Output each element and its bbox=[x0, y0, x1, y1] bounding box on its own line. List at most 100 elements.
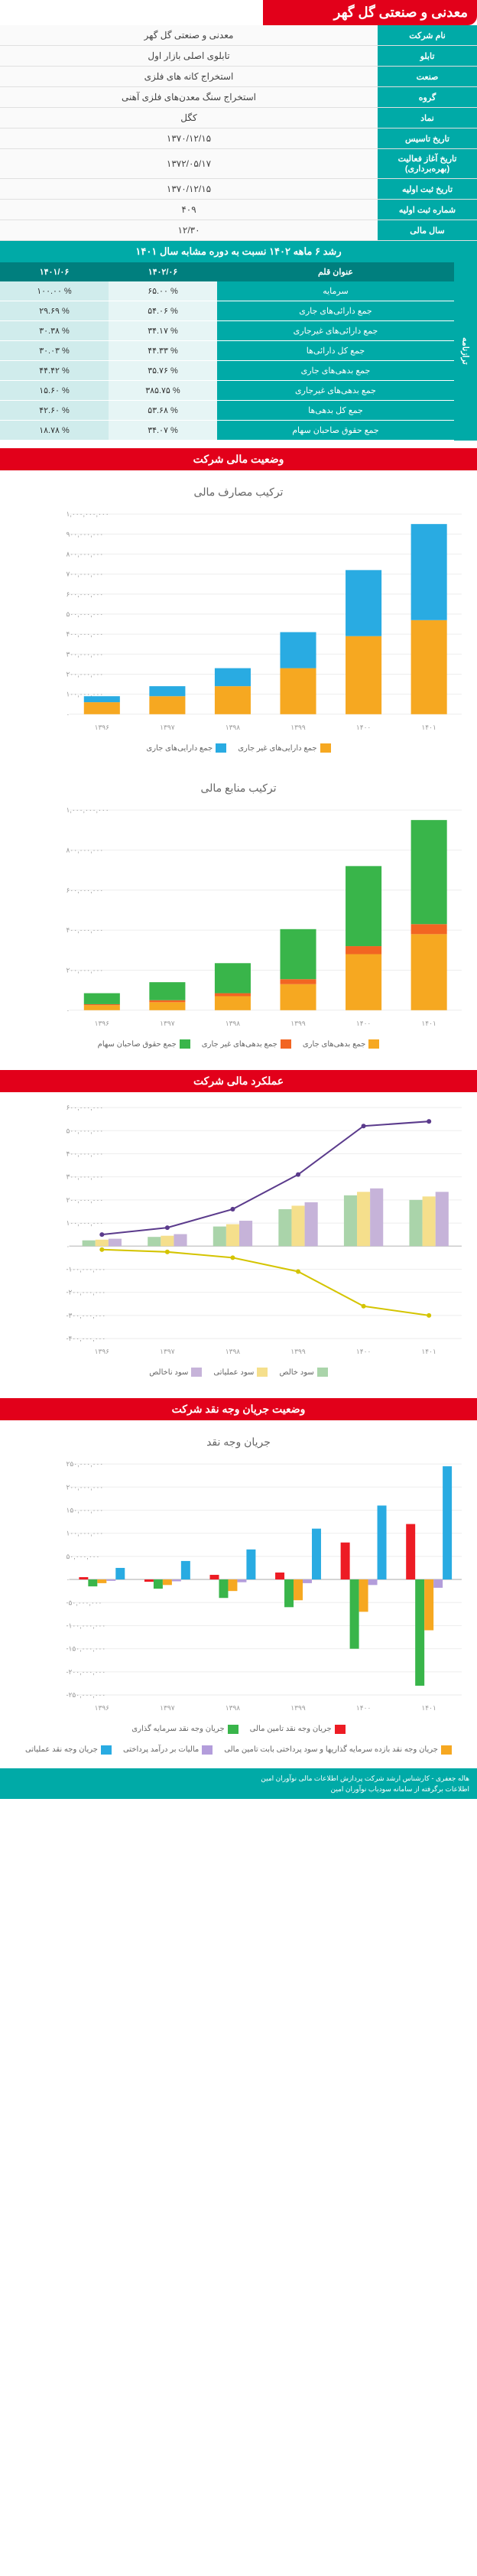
svg-text:۱۳۹۷: ۱۳۹۷ bbox=[160, 1020, 175, 1027]
legend-item: سود ناخالص bbox=[149, 1368, 202, 1377]
svg-text:۲۰۰,۰۰۰,۰۰۰-: ۲۰۰,۰۰۰,۰۰۰- bbox=[67, 1289, 106, 1296]
legend-item: جریان وجه نقد عملیاتی bbox=[25, 1745, 112, 1755]
svg-text:۲۰۰,۰۰۰,۰۰۰: ۲۰۰,۰۰۰,۰۰۰ bbox=[67, 670, 104, 678]
info-label: شماره ثبت اولیه bbox=[378, 200, 477, 220]
legend-label: جریان وجه نقد عملیاتی bbox=[25, 1745, 98, 1754]
legend-swatch bbox=[281, 1039, 291, 1049]
legend-label: جمع دارایی‌های جاری bbox=[146, 744, 213, 753]
svg-text:۱۵۰,۰۰۰,۰۰۰-: ۱۵۰,۰۰۰,۰۰۰- bbox=[67, 1645, 106, 1653]
info-value: ۱۳۷۰/۱۲/۱۵ bbox=[0, 179, 378, 200]
svg-text:۳۰۰,۰۰۰,۰۰۰: ۳۰۰,۰۰۰,۰۰۰ bbox=[67, 1173, 104, 1181]
info-label: تاریخ تاسیس bbox=[378, 128, 477, 149]
legend-swatch bbox=[441, 1745, 452, 1755]
info-value: ۱۳۷۰/۱۲/۱۵ bbox=[0, 128, 378, 149]
growth-row-label: جمع کل دارائی‌ها bbox=[217, 341, 454, 361]
svg-text:۱۳۹۸: ۱۳۹۸ bbox=[226, 1348, 241, 1355]
svg-text:۵۰,۰۰۰,۰۰۰-: ۵۰,۰۰۰,۰۰۰- bbox=[67, 1599, 102, 1607]
legend-label: سود ناخالص bbox=[149, 1368, 188, 1377]
section-header-cashflow: وضعیت جریان وجه نقد شرکت bbox=[0, 1398, 477, 1420]
chart4-legend: جریان وجه نقد تامین مالیجریان وجه نقد سر… bbox=[8, 1719, 469, 1761]
info-label: نماد bbox=[378, 108, 477, 128]
svg-text:۲۰۰,۰۰۰,۰۰۰: ۲۰۰,۰۰۰,۰۰۰ bbox=[67, 1196, 104, 1204]
svg-text:۱۰۰,۰۰۰,۰۰۰: ۱۰۰,۰۰۰,۰۰۰ bbox=[67, 1530, 104, 1537]
svg-text:۱۴۰۱: ۱۴۰۱ bbox=[421, 724, 436, 731]
growth-val: % ۳۴.۰۷ bbox=[109, 421, 217, 441]
info-label: تابلو bbox=[378, 46, 477, 67]
svg-text:۵۰۰,۰۰۰,۰۰۰: ۵۰۰,۰۰۰,۰۰۰ bbox=[67, 1127, 104, 1134]
legend-label: جمع حقوق صاحبان سهام bbox=[98, 1040, 177, 1049]
growth-side: ترازنامه bbox=[454, 262, 477, 441]
legend-swatch bbox=[317, 1368, 328, 1377]
legend-swatch bbox=[257, 1368, 268, 1377]
growth-val: % ۵۳.۶۸ bbox=[109, 401, 217, 421]
chart3-legend: سود خالصسود عملیاتیسود ناخالص bbox=[8, 1361, 469, 1383]
legend-swatch bbox=[191, 1368, 202, 1377]
chart1-svg: ۰۱۰۰,۰۰۰,۰۰۰۲۰۰,۰۰۰,۰۰۰۳۰۰,۰۰۰,۰۰۰۴۰۰,۰۰… bbox=[8, 506, 469, 737]
svg-text:۴۰۰,۰۰۰,۰۰۰: ۴۰۰,۰۰۰,۰۰۰ bbox=[67, 630, 104, 638]
svg-text:۱۳۹۷: ۱۳۹۷ bbox=[160, 1704, 175, 1712]
legend-item: جمع دارایی‌های جاری bbox=[146, 743, 226, 753]
info-value: ۱۲/۳۰ bbox=[0, 220, 378, 241]
legend-item: مالیات بر درآمد پرداختی bbox=[123, 1745, 213, 1755]
growth-row-label: جمع دارائی‌های جاری bbox=[217, 301, 454, 321]
legend-swatch bbox=[320, 743, 331, 753]
svg-text:۱۳۹۶: ۱۳۹۶ bbox=[95, 1020, 110, 1027]
growth-row-label: جمع دارائی‌های غیرجاری bbox=[217, 321, 454, 341]
legend-item: جمع بدهی‌های جاری bbox=[303, 1039, 380, 1049]
legend-item: جمع دارایی‌های غیر جاری bbox=[238, 743, 330, 753]
growth-val: % ۳۸۵.۷۵ bbox=[109, 381, 217, 401]
chart2-legend: جمع بدهی‌های جاری جمع بدهی‌های غیر جاری جم… bbox=[8, 1033, 469, 1055]
svg-text:۱۳۹۷: ۱۳۹۷ bbox=[160, 1348, 175, 1355]
svg-text:۱,۰۰۰,۰۰۰,۰۰۰: ۱,۰۰۰,۰۰۰,۰۰۰ bbox=[67, 806, 109, 814]
legend-label: جمع بدهی‌های غیر جاری bbox=[202, 1040, 277, 1049]
growth-row-label: جمع بدهی‌های جاری bbox=[217, 361, 454, 381]
growth-val: % ۴۴.۴۲ bbox=[0, 361, 109, 381]
chart3-svg: ۴۰۰,۰۰۰,۰۰۰-۳۰۰,۰۰۰,۰۰۰-۲۰۰,۰۰۰,۰۰۰-۱۰۰,… bbox=[8, 1100, 469, 1361]
growth-val: % ۶۵.۰۰ bbox=[109, 281, 217, 301]
info-value: تابلوی اصلی بازار اول bbox=[0, 46, 378, 67]
svg-text:۰: ۰ bbox=[67, 711, 70, 718]
main-header: معدنی و صنعتی گل گهر bbox=[263, 0, 477, 25]
legend-label: جمع بدهی‌های جاری bbox=[303, 1040, 366, 1049]
growth-row-label: جمع کل بدهی‌ها bbox=[217, 401, 454, 421]
legend-item: سود عملیاتی bbox=[213, 1368, 268, 1377]
chart4-container: جریان وجه نقد ۲۵۰,۰۰۰,۰۰۰-۲۰۰,۰۰۰,۰۰۰-۱۵… bbox=[0, 1420, 477, 1768]
legend-swatch bbox=[368, 1039, 379, 1049]
growth-val: % ۱۵.۶۰ bbox=[0, 381, 109, 401]
growth-val: % ۳۰.۳۸ bbox=[0, 321, 109, 341]
legend-swatch bbox=[101, 1745, 112, 1755]
growth-val: % ۱۰۰.۰۰ bbox=[0, 281, 109, 301]
legend-swatch bbox=[228, 1725, 238, 1734]
growth-val: % ۲۹.۶۹ bbox=[0, 301, 109, 321]
svg-text:۲۰۰,۰۰۰,۰۰۰: ۲۰۰,۰۰۰,۰۰۰ bbox=[67, 1484, 104, 1491]
legend-swatch bbox=[335, 1725, 346, 1734]
svg-text:۲۰۰,۰۰۰,۰۰۰-: ۲۰۰,۰۰۰,۰۰۰- bbox=[67, 1668, 106, 1676]
info-label: گروه bbox=[378, 87, 477, 108]
growth-col-header: عنوان قلم bbox=[217, 262, 454, 281]
svg-text:۲۵۰,۰۰۰,۰۰۰: ۲۵۰,۰۰۰,۰۰۰ bbox=[67, 1460, 104, 1468]
legend-item: جریان وجه نقد تامین مالی bbox=[250, 1725, 346, 1734]
svg-text:۱۳۹۶: ۱۳۹۶ bbox=[95, 1704, 110, 1712]
growth-val: % ۴۴.۳۳ bbox=[109, 341, 217, 361]
info-label: تاریخ آغاز فعالیت (بهره‌برداری) bbox=[378, 149, 477, 179]
svg-text:۴۰۰,۰۰۰,۰۰۰: ۴۰۰,۰۰۰,۰۰۰ bbox=[67, 1150, 104, 1157]
svg-text:۱۳۹۸: ۱۳۹۸ bbox=[226, 1704, 241, 1712]
svg-text:۱۴۰۱: ۱۴۰۱ bbox=[421, 1704, 436, 1712]
legend-item: جمع حقوق صاحبان سهام bbox=[98, 1039, 190, 1049]
info-value: استخراج سنگ معدن‌های فلزی آهنی bbox=[0, 87, 378, 108]
svg-text:۴۰۰,۰۰۰,۰۰۰: ۴۰۰,۰۰۰,۰۰۰ bbox=[67, 926, 104, 934]
chart1-container: ترکیب مصارف مالی ۰۱۰۰,۰۰۰,۰۰۰۲۰۰,۰۰۰,۰۰۰… bbox=[0, 470, 477, 766]
footer: هاله جعفری - کارشناس ارشد شرکت پردازش اط… bbox=[0, 1768, 477, 1800]
svg-text:۸۰۰,۰۰۰,۰۰۰: ۸۰۰,۰۰۰,۰۰۰ bbox=[67, 846, 104, 854]
legend-label: جریان وجه نقد تامین مالی bbox=[250, 1725, 332, 1733]
info-value: کگل bbox=[0, 108, 378, 128]
svg-text:۱,۰۰۰,۰۰۰,۰۰۰: ۱,۰۰۰,۰۰۰,۰۰۰ bbox=[67, 510, 109, 518]
svg-text:۱۰۰,۰۰۰,۰۰۰: ۱۰۰,۰۰۰,۰۰۰ bbox=[67, 1219, 104, 1227]
svg-text:۶۰۰,۰۰۰,۰۰۰: ۶۰۰,۰۰۰,۰۰۰ bbox=[67, 590, 104, 598]
svg-text:۰: ۰ bbox=[67, 1007, 70, 1014]
growth-row-label: جمع بدهی‌های غیرجاری bbox=[217, 381, 454, 401]
info-label: صنعت bbox=[378, 67, 477, 87]
chart1-legend: جمع دارایی‌های غیر جاری جمع دارایی‌های جا… bbox=[8, 737, 469, 759]
growth-header: رشد ۶ ماهه ۱۴۰۲ نسبت به دوره مشابه سال ۱… bbox=[0, 241, 477, 262]
svg-text:۷۰۰,۰۰۰,۰۰۰: ۷۰۰,۰۰۰,۰۰۰ bbox=[67, 571, 104, 578]
